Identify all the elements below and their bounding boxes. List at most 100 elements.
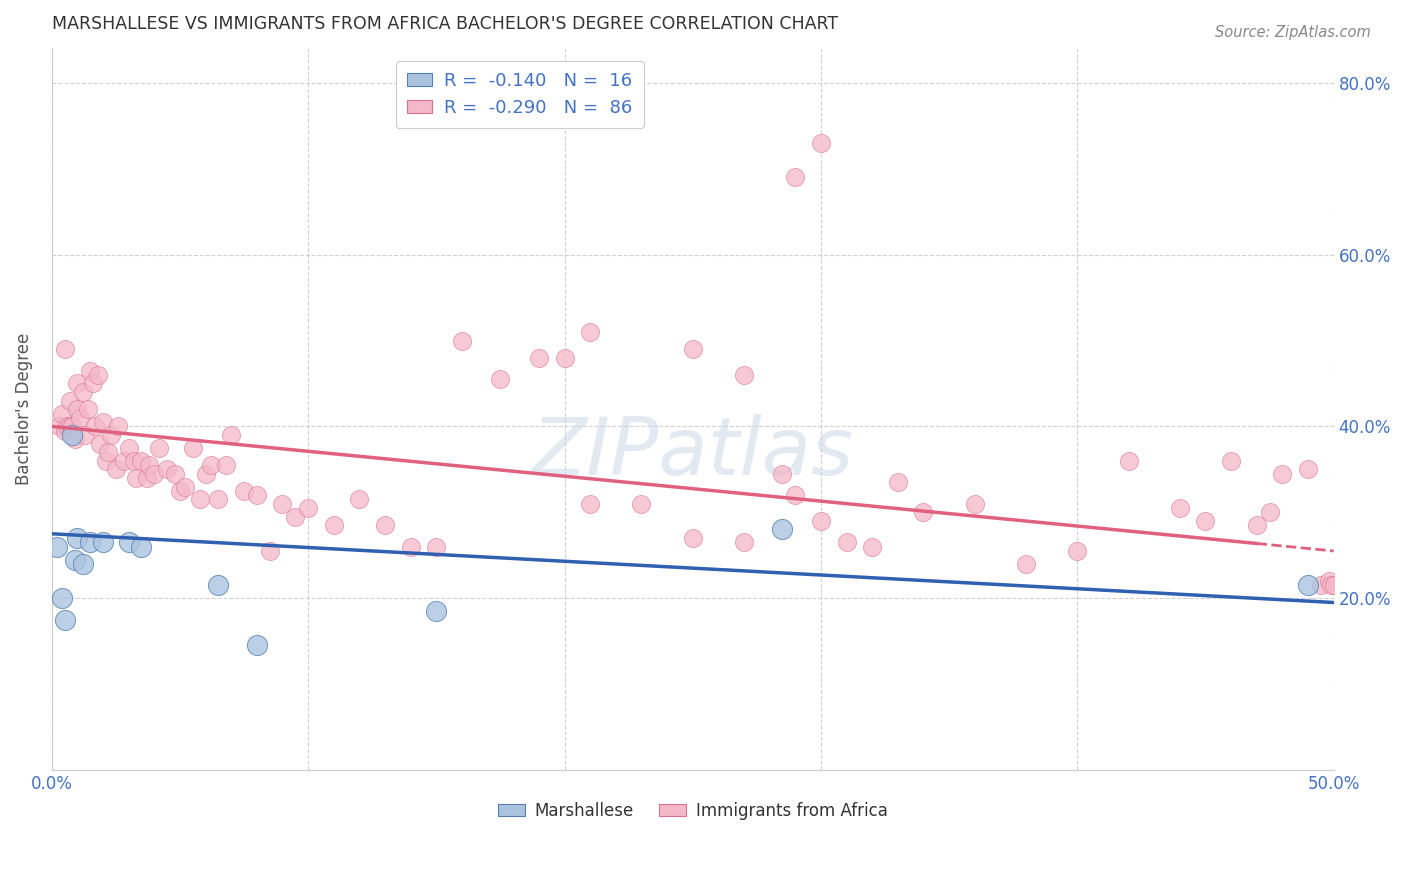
Text: MARSHALLESE VS IMMIGRANTS FROM AFRICA BACHELOR'S DEGREE CORRELATION CHART: MARSHALLESE VS IMMIGRANTS FROM AFRICA BA… [52, 15, 838, 33]
Point [174, 479, 197, 493]
Point [374, 518, 396, 533]
Point [51, 591, 73, 606]
Point [682, 342, 704, 356]
Point [887, 475, 910, 490]
Point [1118, 454, 1140, 468]
Point [1168, 501, 1191, 516]
Point [48, 419, 70, 434]
Point [63, 432, 86, 446]
Point [451, 334, 474, 348]
Point [1296, 578, 1319, 592]
Point [963, 497, 986, 511]
Point [143, 467, 166, 481]
Point [72, 385, 94, 400]
Point [835, 535, 858, 549]
Point [163, 467, 186, 481]
Point [181, 441, 204, 455]
Point [207, 492, 229, 507]
Point [1323, 578, 1346, 592]
Point [89, 436, 111, 450]
Point [51, 407, 73, 421]
Point [91, 415, 114, 429]
Point [60, 428, 83, 442]
Point [770, 523, 793, 537]
Point [72, 557, 94, 571]
Legend: Marshallese, Immigrants from Africa: Marshallese, Immigrants from Africa [491, 796, 894, 827]
Point [84, 419, 107, 434]
Point [630, 497, 652, 511]
Point [215, 458, 238, 472]
Point [156, 462, 179, 476]
Point [1320, 578, 1343, 592]
Point [194, 467, 217, 481]
Point [138, 458, 160, 472]
Point [104, 462, 127, 476]
Point [233, 483, 256, 498]
Point [219, 428, 242, 442]
Point [148, 441, 170, 455]
Point [682, 531, 704, 545]
Point [56, 419, 79, 434]
Point [297, 501, 319, 516]
Point [271, 497, 294, 511]
Point [118, 441, 141, 455]
Point [785, 488, 807, 502]
Point [79, 363, 101, 377]
Point [53, 613, 76, 627]
Point [97, 445, 120, 459]
Point [1194, 514, 1216, 528]
Point [912, 505, 935, 519]
Point [553, 351, 575, 365]
Point [810, 136, 832, 150]
Point [94, 454, 117, 468]
Point [66, 402, 89, 417]
Point [200, 458, 222, 472]
Point [100, 428, 122, 442]
Point [91, 535, 114, 549]
Point [122, 454, 145, 468]
Point [1066, 544, 1088, 558]
Point [63, 552, 86, 566]
Point [1317, 574, 1340, 588]
Point [284, 509, 307, 524]
Point [733, 535, 755, 549]
Point [399, 540, 422, 554]
Text: Source: ZipAtlas.com: Source: ZipAtlas.com [1215, 25, 1371, 40]
Point [860, 540, 883, 554]
Point [1015, 557, 1038, 571]
Point [82, 376, 104, 391]
Point [579, 325, 602, 339]
Point [118, 535, 141, 549]
Point [79, 535, 101, 549]
Point [1296, 462, 1319, 476]
Y-axis label: Bachelor's Degree: Bachelor's Degree [15, 333, 32, 485]
Text: ZIPatlas: ZIPatlas [531, 414, 853, 491]
Point [75, 428, 97, 442]
Point [425, 604, 447, 618]
Point [169, 483, 191, 498]
Point [53, 424, 76, 438]
Point [53, 342, 76, 356]
Point [60, 419, 83, 434]
Point [733, 368, 755, 382]
Point [45, 540, 67, 554]
Point [87, 368, 110, 382]
Point [770, 467, 793, 481]
Point [246, 488, 269, 502]
Point [107, 419, 129, 434]
Point [785, 170, 807, 185]
Point [1246, 518, 1268, 533]
Point [207, 578, 229, 592]
Point [527, 351, 550, 365]
Point [112, 454, 135, 468]
Point [76, 402, 98, 417]
Point [810, 514, 832, 528]
Point [246, 639, 269, 653]
Point [1309, 578, 1331, 592]
Point [489, 372, 512, 386]
Point [69, 410, 91, 425]
Point [425, 540, 447, 554]
Point [59, 393, 82, 408]
Point [349, 492, 371, 507]
Point [59, 419, 82, 434]
